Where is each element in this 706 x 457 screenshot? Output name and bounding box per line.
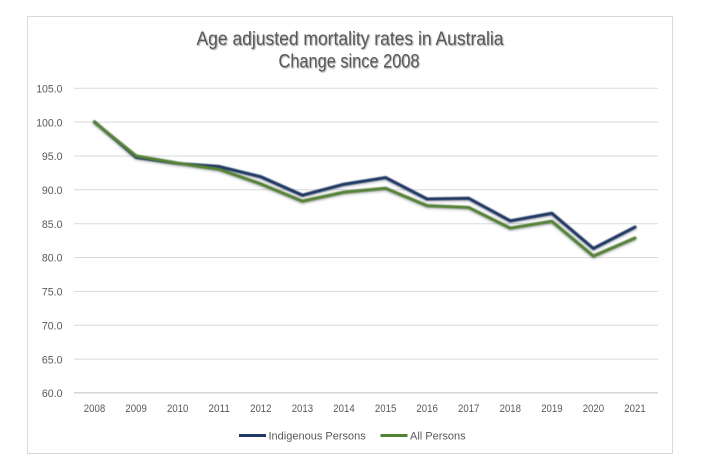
svg-text:Age adjusted mortality rates i: Age adjusted mortality rates in Australi… bbox=[197, 29, 504, 50]
svg-text:2013: 2013 bbox=[292, 403, 313, 415]
svg-text:2016: 2016 bbox=[416, 403, 437, 415]
svg-text:2017: 2017 bbox=[458, 403, 479, 415]
svg-text:70.0: 70.0 bbox=[42, 320, 63, 332]
svg-text:65.0: 65.0 bbox=[42, 354, 63, 366]
svg-text:Indigenous Persons: Indigenous Persons bbox=[269, 430, 367, 442]
svg-text:2019: 2019 bbox=[541, 403, 562, 415]
svg-text:75.0: 75.0 bbox=[42, 287, 63, 299]
svg-text:Change since 2008: Change since 2008 bbox=[279, 52, 420, 73]
svg-text:2018: 2018 bbox=[500, 403, 521, 415]
svg-text:60.0: 60.0 bbox=[42, 388, 63, 400]
svg-text:100.0: 100.0 bbox=[36, 117, 62, 129]
svg-text:2012: 2012 bbox=[250, 403, 271, 415]
svg-text:2020: 2020 bbox=[583, 403, 604, 415]
svg-text:2009: 2009 bbox=[125, 403, 146, 415]
svg-text:All Persons: All Persons bbox=[410, 430, 466, 442]
svg-text:95.0: 95.0 bbox=[42, 151, 63, 163]
svg-text:80.0: 80.0 bbox=[42, 253, 63, 265]
svg-text:90.0: 90.0 bbox=[42, 185, 63, 197]
svg-text:2008: 2008 bbox=[84, 403, 105, 415]
svg-text:2015: 2015 bbox=[375, 403, 396, 415]
svg-text:2011: 2011 bbox=[209, 403, 230, 415]
svg-text:85.0: 85.0 bbox=[42, 219, 63, 231]
svg-text:2021: 2021 bbox=[624, 403, 645, 415]
svg-text:105.0: 105.0 bbox=[36, 84, 62, 96]
svg-text:2010: 2010 bbox=[167, 403, 188, 415]
svg-text:2014: 2014 bbox=[333, 403, 354, 415]
